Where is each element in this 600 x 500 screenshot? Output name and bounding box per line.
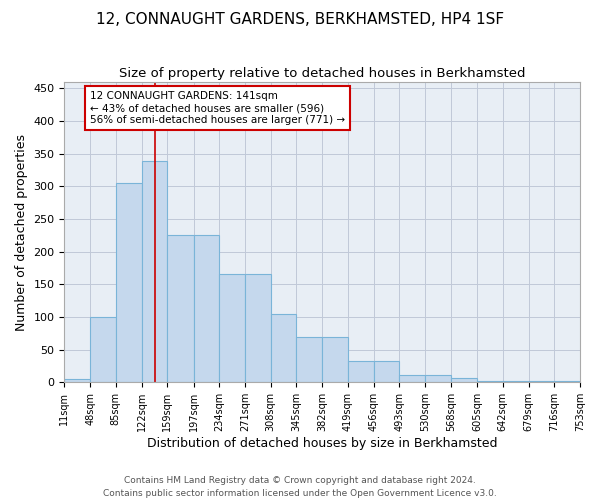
Bar	[194, 236, 220, 382]
Bar	[220, 274, 245, 382]
Bar	[296, 336, 322, 382]
Bar	[116, 183, 142, 382]
Bar	[400, 375, 425, 382]
Text: 12, CONNAUGHT GARDENS, BERKHAMSTED, HP4 1SF: 12, CONNAUGHT GARDENS, BERKHAMSTED, HP4 …	[96, 12, 504, 28]
Bar	[348, 361, 374, 382]
Bar	[374, 361, 400, 382]
Bar	[142, 162, 167, 382]
Bar	[90, 317, 116, 382]
Bar	[167, 236, 194, 382]
Bar	[503, 381, 529, 382]
Text: Contains HM Land Registry data © Crown copyright and database right 2024.
Contai: Contains HM Land Registry data © Crown c…	[103, 476, 497, 498]
Bar	[322, 336, 348, 382]
Bar	[451, 378, 477, 382]
Bar	[529, 381, 554, 382]
Y-axis label: Number of detached properties: Number of detached properties	[15, 134, 28, 330]
Bar	[477, 381, 503, 382]
Title: Size of property relative to detached houses in Berkhamsted: Size of property relative to detached ho…	[119, 68, 526, 80]
Bar	[554, 381, 580, 382]
X-axis label: Distribution of detached houses by size in Berkhamsted: Distribution of detached houses by size …	[147, 437, 497, 450]
Bar	[245, 274, 271, 382]
Text: 12 CONNAUGHT GARDENS: 141sqm
← 43% of detached houses are smaller (596)
56% of s: 12 CONNAUGHT GARDENS: 141sqm ← 43% of de…	[90, 92, 345, 124]
Bar	[425, 375, 451, 382]
Bar	[271, 314, 296, 382]
Bar	[64, 379, 90, 382]
